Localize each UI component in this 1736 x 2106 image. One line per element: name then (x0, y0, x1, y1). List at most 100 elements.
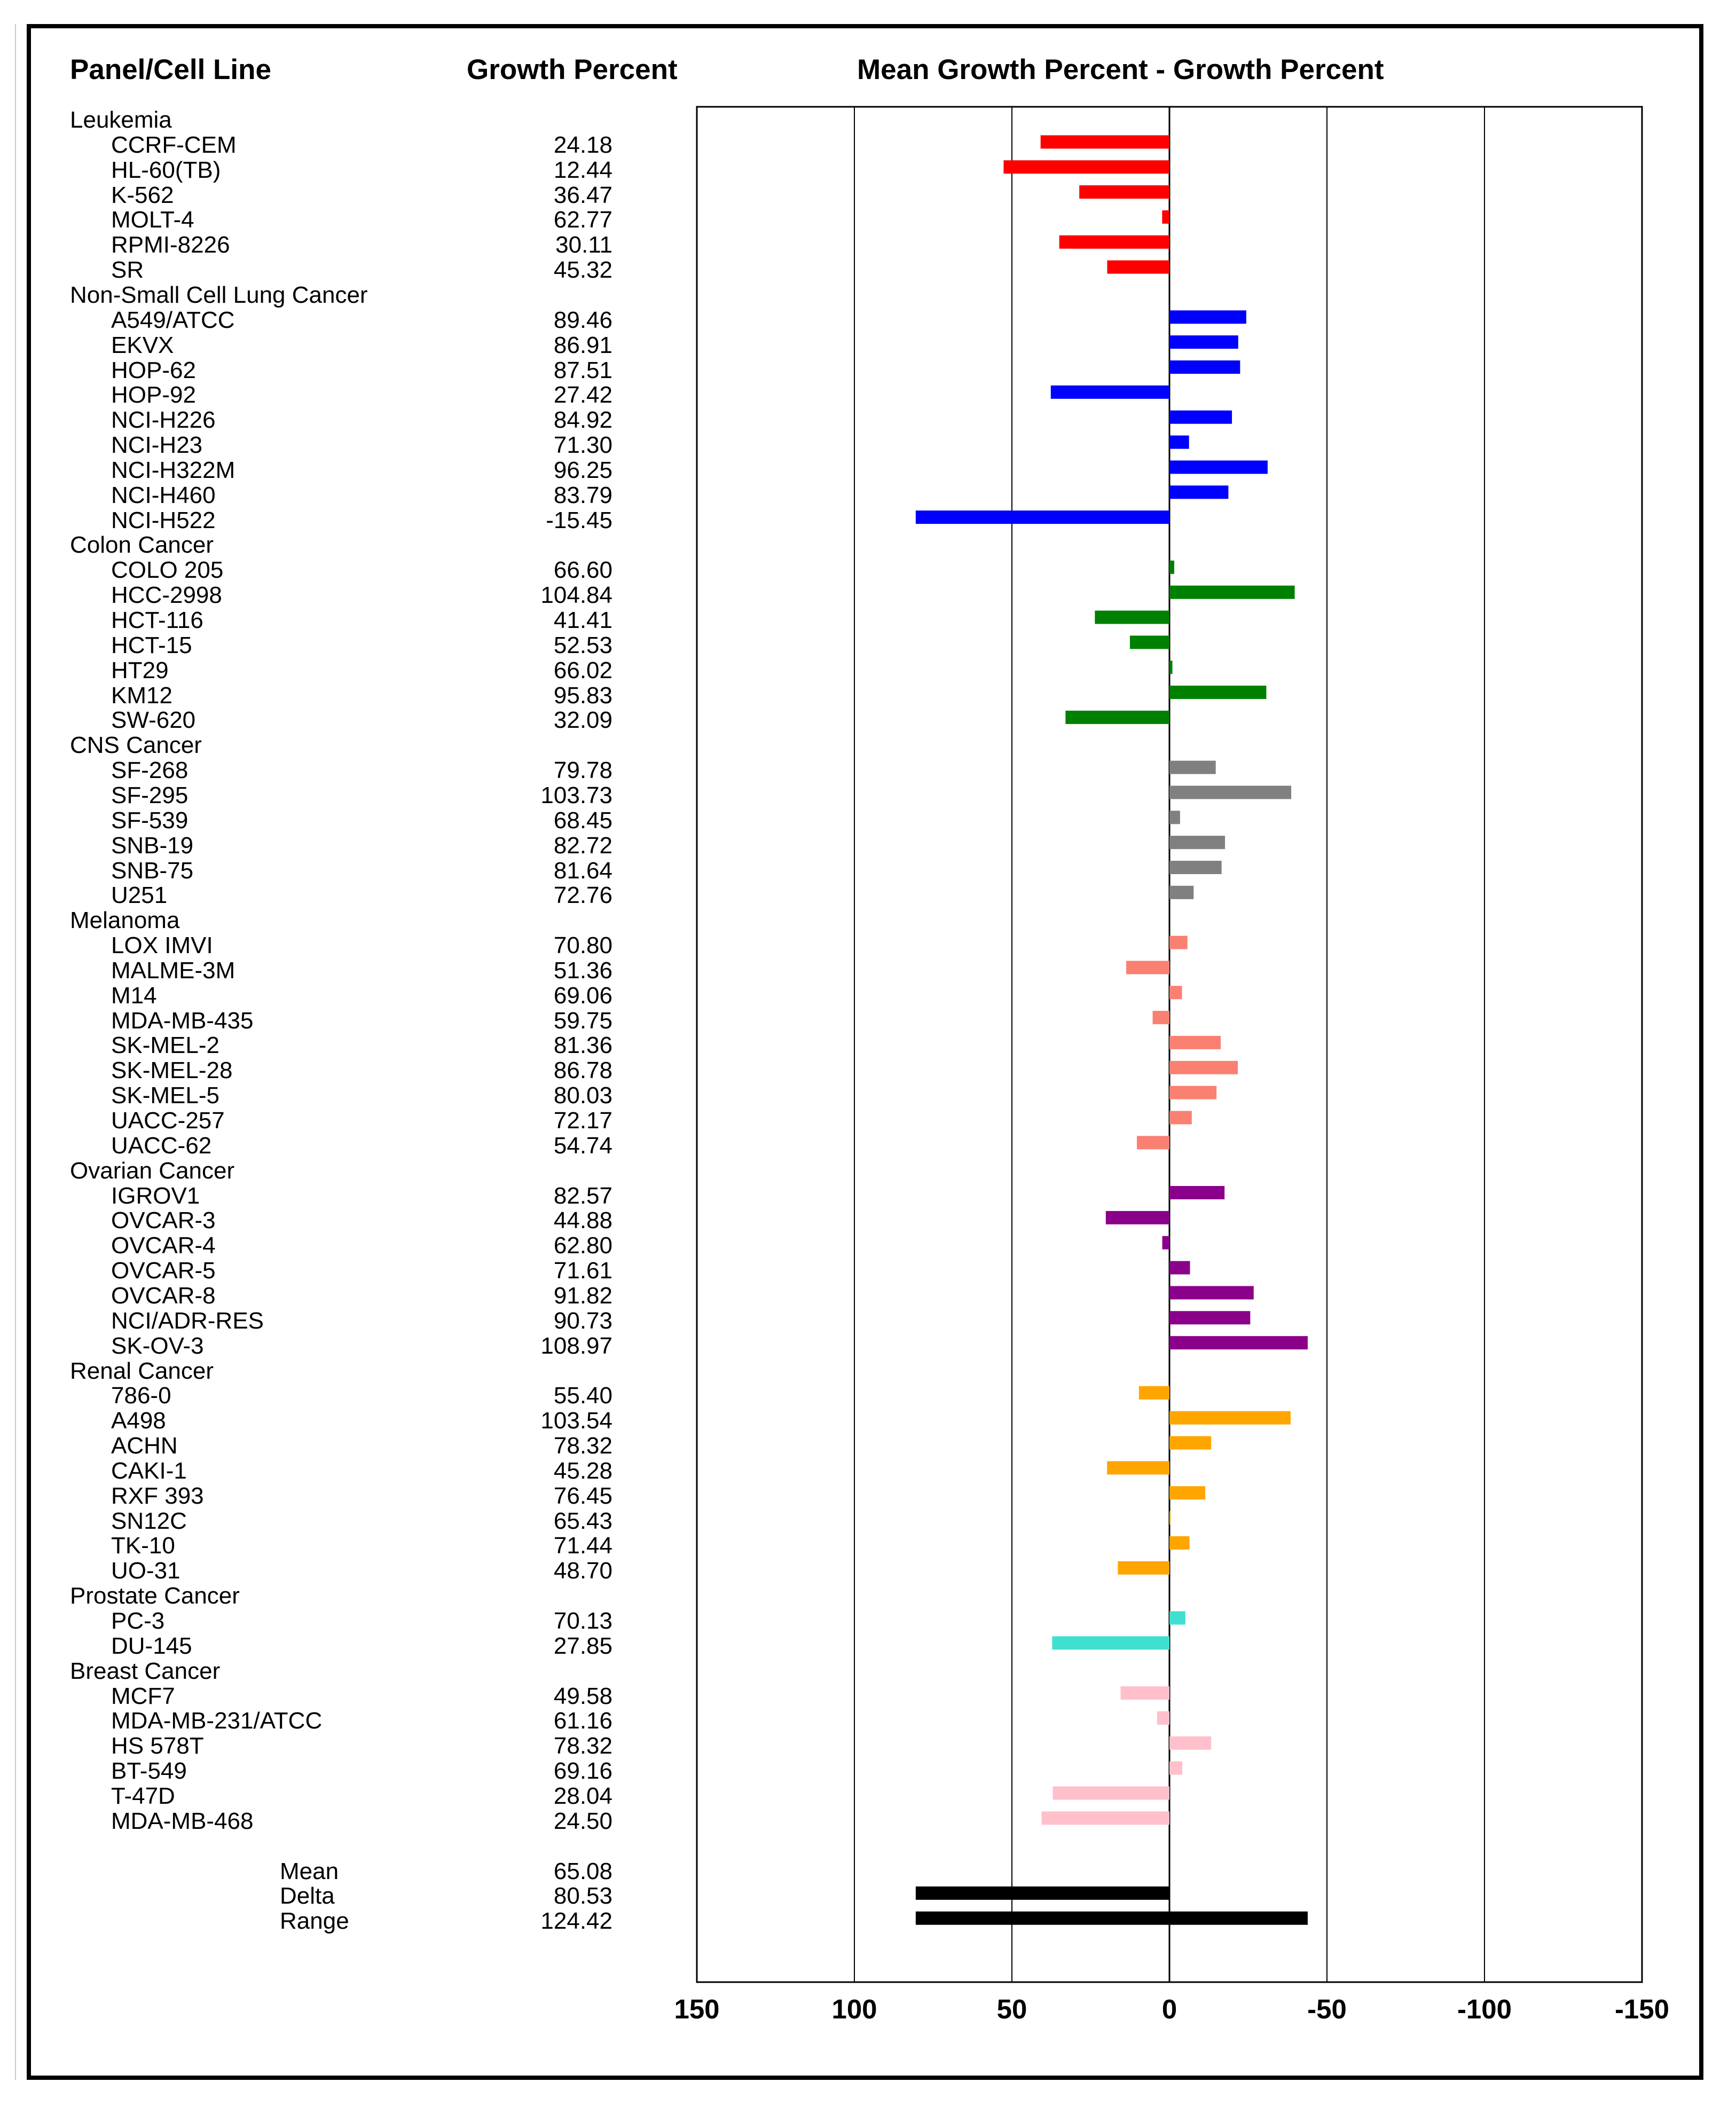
growth-percent-value: 27.42 (553, 382, 612, 408)
x-tick-label: 50 (997, 1994, 1027, 2024)
bar-ovcar-3 (1105, 1211, 1169, 1224)
bar-mcf7 (1120, 1686, 1169, 1700)
growth-percent-value: 91.82 (553, 1282, 612, 1309)
bar-sk-ov-3 (1169, 1336, 1308, 1350)
bar-a498 (1169, 1411, 1291, 1425)
growth-percent-value: 66.60 (553, 557, 612, 584)
growth-percent-value: 62.80 (553, 1232, 612, 1259)
growth-percent-value: 70.13 (553, 1608, 612, 1634)
bar-rxf-393 (1169, 1486, 1206, 1500)
growth-percent-value: 62.77 (553, 207, 612, 233)
bar-sw-620 (1065, 710, 1169, 724)
cell-line-label: A549/ATCC (111, 307, 235, 333)
cell-line-label: SNB-19 (111, 832, 194, 859)
bar-hcc-2998 (1169, 585, 1295, 599)
cell-line-label: OVCAR-4 (111, 1232, 216, 1259)
cell-line-label: SF-295 (111, 782, 188, 808)
cell-line-label: BT-549 (111, 1758, 187, 1785)
growth-percent-value: 86.91 (553, 332, 612, 358)
growth-percent-value: 70.80 (553, 932, 612, 959)
bar-snb-75 (1169, 861, 1222, 874)
cell-line-label: COLO 205 (111, 557, 224, 584)
bar-hct-116 (1095, 610, 1169, 624)
cell-line-label: UACC-62 (111, 1132, 212, 1159)
cell-line-label: KM12 (111, 682, 172, 709)
bar-nci-h226 (1169, 410, 1232, 424)
growth-percent-value: 24.50 (553, 1808, 612, 1834)
bar-igrov1 (1169, 1186, 1225, 1200)
growth-percent-value: 12.44 (553, 156, 612, 183)
bar-ccrf-cem (1040, 135, 1169, 149)
header-mean-minus-growth: Mean Growth Percent - Growth Percent (857, 54, 1384, 85)
bar-caki-1 (1107, 1461, 1169, 1475)
growth-percent-value: 78.32 (553, 1733, 612, 1759)
cell-line-label: SK-MEL-28 (111, 1057, 233, 1084)
bar-nci-h322m (1169, 460, 1268, 474)
cell-line-label: UACC-257 (111, 1107, 225, 1134)
growth-percent-value: 32.09 (553, 707, 612, 734)
growth-percent-value: 87.51 (553, 357, 612, 383)
cell-line-label: HT29 (111, 657, 169, 683)
growth-percent-value: 52.53 (553, 632, 612, 658)
cell-line-label: TK-10 (111, 1533, 175, 1559)
growth-percent-value: 49.58 (553, 1683, 612, 1709)
growth-percent-value: 108.97 (540, 1332, 612, 1359)
growth-percent-value: 81.36 (553, 1032, 612, 1059)
cell-line-label: NCI-H226 (111, 407, 216, 434)
bar-nci-h23 (1169, 435, 1189, 449)
cell-line-label: SF-539 (111, 807, 188, 834)
cell-line-label: NCI-H23 (111, 432, 203, 459)
figure-frame (27, 24, 1703, 2080)
cell-line-label: OVCAR-3 (111, 1207, 216, 1234)
bar-mda-mb-468 (1041, 1811, 1169, 1825)
x-tick-label: 150 (674, 1994, 719, 2024)
x-tick-label: 100 (831, 1994, 877, 2024)
bar-achn (1169, 1436, 1212, 1450)
growth-percent-value: 27.85 (553, 1632, 612, 1659)
cell-line-label: NCI-H460 (111, 482, 216, 508)
growth-percent-value: 96.25 (553, 457, 612, 483)
cell-line-label: SNB-75 (111, 857, 194, 884)
growth-percent-value: 72.17 (553, 1107, 612, 1134)
growth-percent-value: 95.83 (553, 682, 612, 709)
cell-line-label: SK-MEL-2 (111, 1032, 219, 1059)
growth-percent-value: 36.47 (553, 182, 612, 208)
bar-sf-268 (1169, 760, 1216, 774)
bar-sn12c (1169, 1511, 1171, 1525)
growth-percent-value: 45.32 (553, 257, 612, 284)
cell-line-label: EKVX (111, 332, 174, 358)
cell-line-label: K-562 (111, 182, 174, 208)
growth-percent-value: 69.06 (553, 982, 612, 1009)
cell-line-label: HOP-92 (111, 382, 196, 408)
cell-line-label: NCI-H522 (111, 507, 216, 533)
panel-label: Renal Cancer (70, 1357, 214, 1384)
cell-line-label: 786-0 (111, 1382, 171, 1409)
bar-tk-10 (1169, 1536, 1190, 1550)
cell-line-label: SF-268 (111, 757, 188, 784)
bar-uacc-257 (1169, 1111, 1192, 1125)
bar-sr (1107, 260, 1169, 274)
growth-percent-value: 65.43 (553, 1507, 612, 1534)
growth-percent-value: 45.28 (553, 1457, 612, 1484)
cell-line-label: CAKI-1 (111, 1457, 187, 1484)
cell-line-label: SW-620 (111, 707, 196, 734)
bar-hop-92 (1050, 385, 1169, 399)
header-panel-cell-line: Panel/Cell Line (70, 54, 272, 85)
growth-percent-value: 71.44 (553, 1533, 612, 1559)
bar-786-0 (1138, 1386, 1169, 1400)
growth-percent-value: 51.36 (553, 957, 612, 984)
growth-percent-value: 90.73 (553, 1307, 612, 1334)
cell-line-label: T-47D (111, 1782, 175, 1809)
cell-line-label: M14 (111, 982, 157, 1009)
cell-line-label: U251 (111, 882, 168, 909)
cell-line-label: MDA-MB-435 (111, 1007, 254, 1034)
x-tick-label: -50 (1307, 1994, 1347, 2024)
growth-percent-value: -15.45 (546, 507, 612, 533)
growth-percent-value: 71.61 (553, 1258, 612, 1284)
cell-line-label: A498 (111, 1408, 166, 1434)
cell-line-label: MOLT-4 (111, 207, 194, 233)
cell-line-label: SK-MEL-5 (111, 1082, 219, 1109)
growth-percent-value: 41.41 (553, 607, 612, 633)
bar-malme-3m (1126, 961, 1169, 975)
